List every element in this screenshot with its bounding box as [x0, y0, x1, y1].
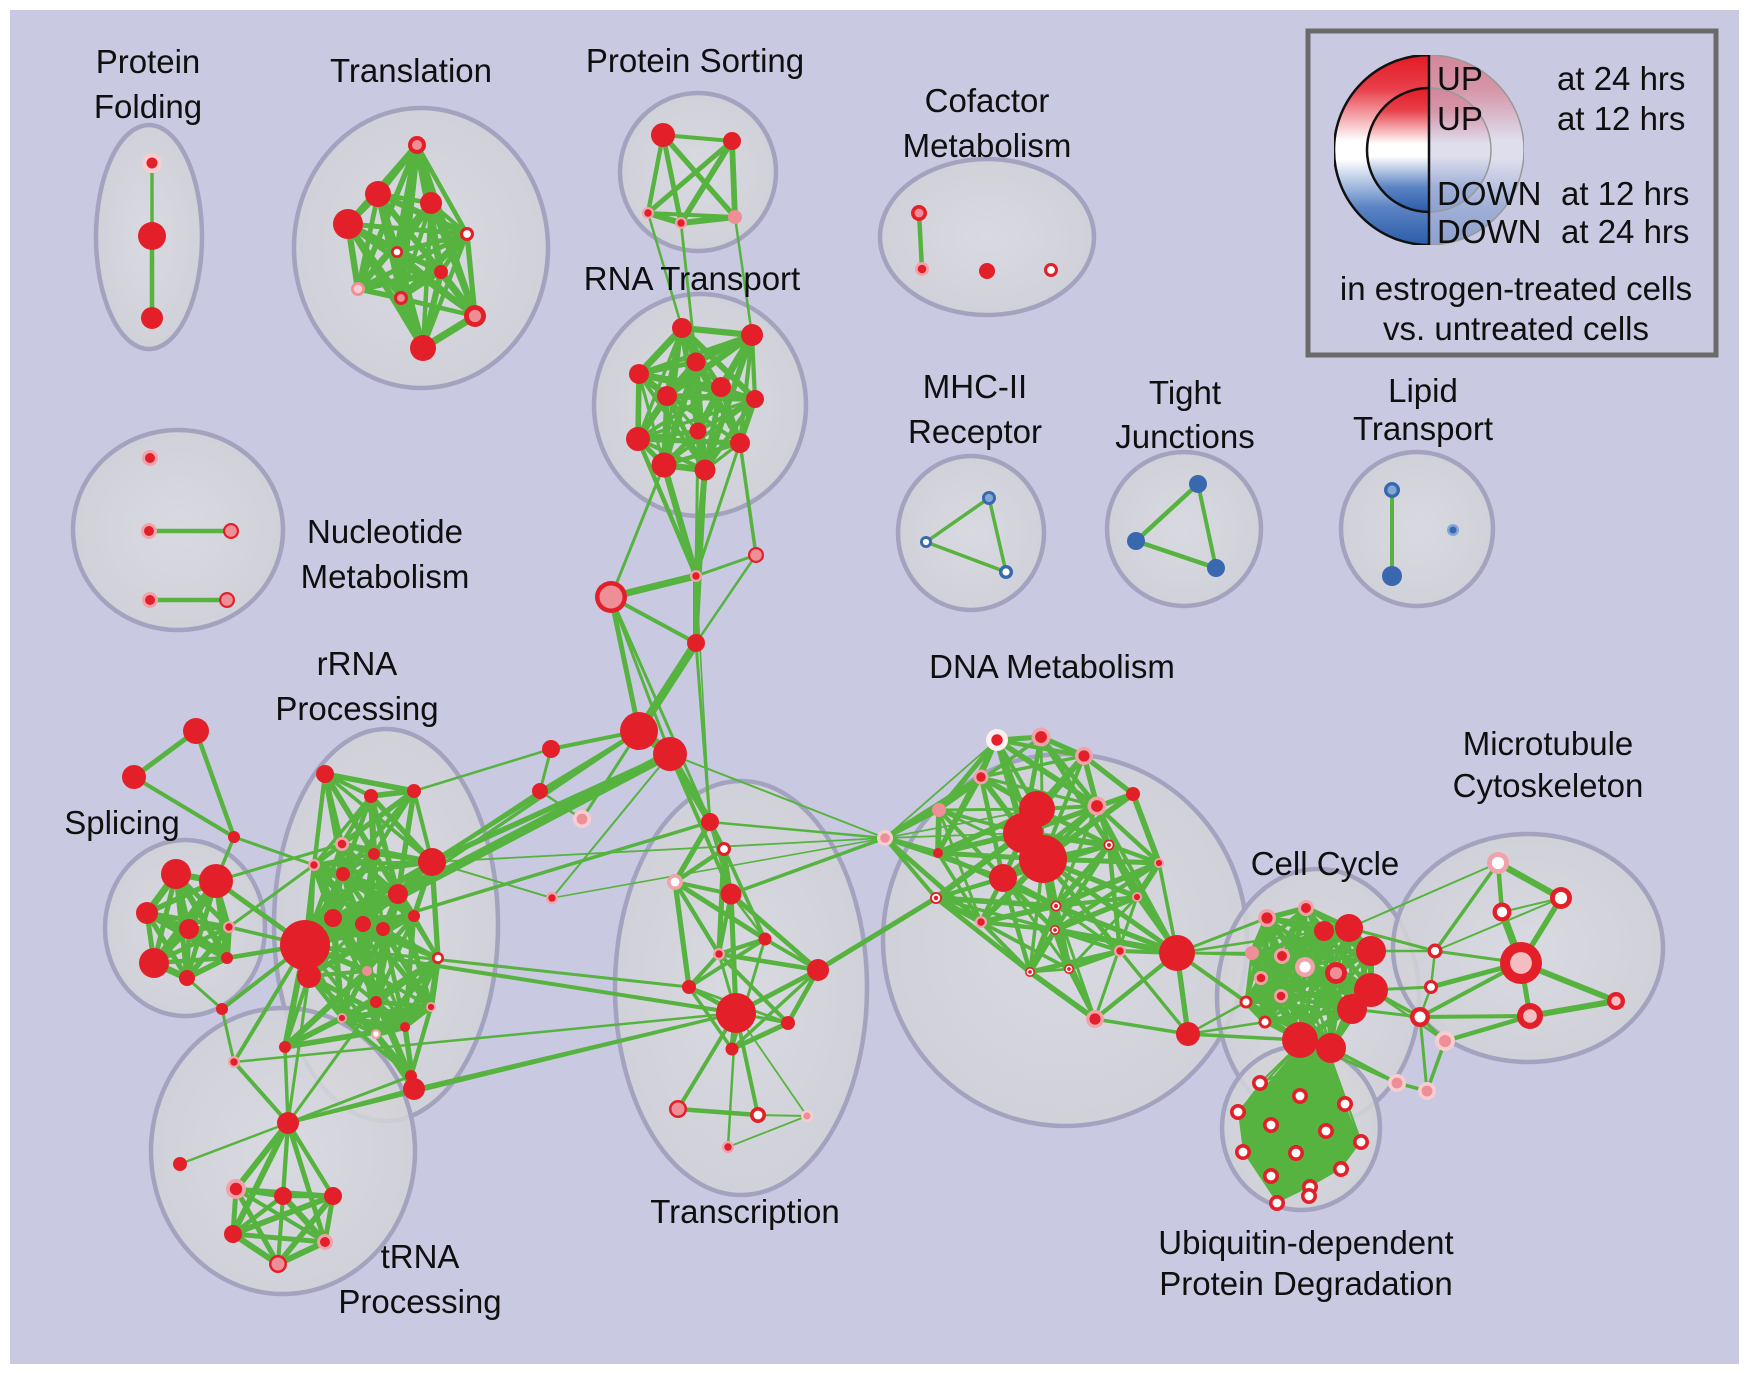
svg-text:Metabolism: Metabolism	[301, 558, 470, 595]
svg-text:Protein Degradation: Protein Degradation	[1159, 1265, 1453, 1302]
svg-text:tRNA: tRNA	[381, 1238, 460, 1275]
svg-text:Ubiquitin-dependent: Ubiquitin-dependent	[1158, 1224, 1453, 1261]
svg-text:Cofactor: Cofactor	[925, 82, 1050, 119]
svg-text:at 12 hrs: at 12 hrs	[1557, 100, 1685, 137]
svg-text:RNA Transport: RNA Transport	[584, 260, 800, 297]
svg-text:at 24 hrs: at 24 hrs	[1557, 60, 1685, 97]
svg-text:Folding: Folding	[94, 88, 202, 125]
svg-text:Transport: Transport	[1353, 410, 1493, 447]
svg-text:at 12 hrs: at 12 hrs	[1561, 175, 1689, 212]
svg-text:Microtubule: Microtubule	[1463, 725, 1634, 762]
svg-text:Transcription: Transcription	[650, 1193, 840, 1230]
svg-text:MHC-II: MHC-II	[923, 368, 1027, 405]
svg-text:Tight: Tight	[1149, 374, 1221, 411]
svg-text:Cell Cycle: Cell Cycle	[1251, 845, 1400, 882]
svg-text:rRNA: rRNA	[317, 645, 398, 682]
svg-text:Processing: Processing	[275, 690, 438, 727]
svg-text:Nucleotide: Nucleotide	[307, 513, 463, 550]
svg-text:at 24 hrs: at 24 hrs	[1561, 213, 1689, 250]
svg-text:Processing: Processing	[338, 1283, 501, 1320]
svg-text:vs. untreated cells: vs. untreated cells	[1383, 310, 1649, 347]
svg-text:Junctions: Junctions	[1115, 418, 1254, 455]
svg-text:Cytoskeleton: Cytoskeleton	[1453, 767, 1644, 804]
svg-text:UP: UP	[1437, 60, 1483, 97]
svg-text:DOWN: DOWN	[1437, 213, 1541, 250]
svg-text:DOWN: DOWN	[1437, 175, 1541, 212]
svg-text:Lipid: Lipid	[1388, 372, 1458, 409]
svg-text:in estrogen-treated cells: in estrogen-treated cells	[1340, 270, 1692, 307]
svg-text:UP: UP	[1437, 100, 1483, 137]
svg-text:Protein Sorting: Protein Sorting	[586, 42, 804, 79]
svg-text:Metabolism: Metabolism	[903, 127, 1072, 164]
svg-text:DNA Metabolism: DNA Metabolism	[929, 648, 1175, 685]
svg-text:Protein: Protein	[96, 43, 201, 80]
svg-text:Receptor: Receptor	[908, 413, 1042, 450]
svg-text:Splicing: Splicing	[64, 804, 180, 841]
svg-text:Translation: Translation	[330, 52, 492, 89]
